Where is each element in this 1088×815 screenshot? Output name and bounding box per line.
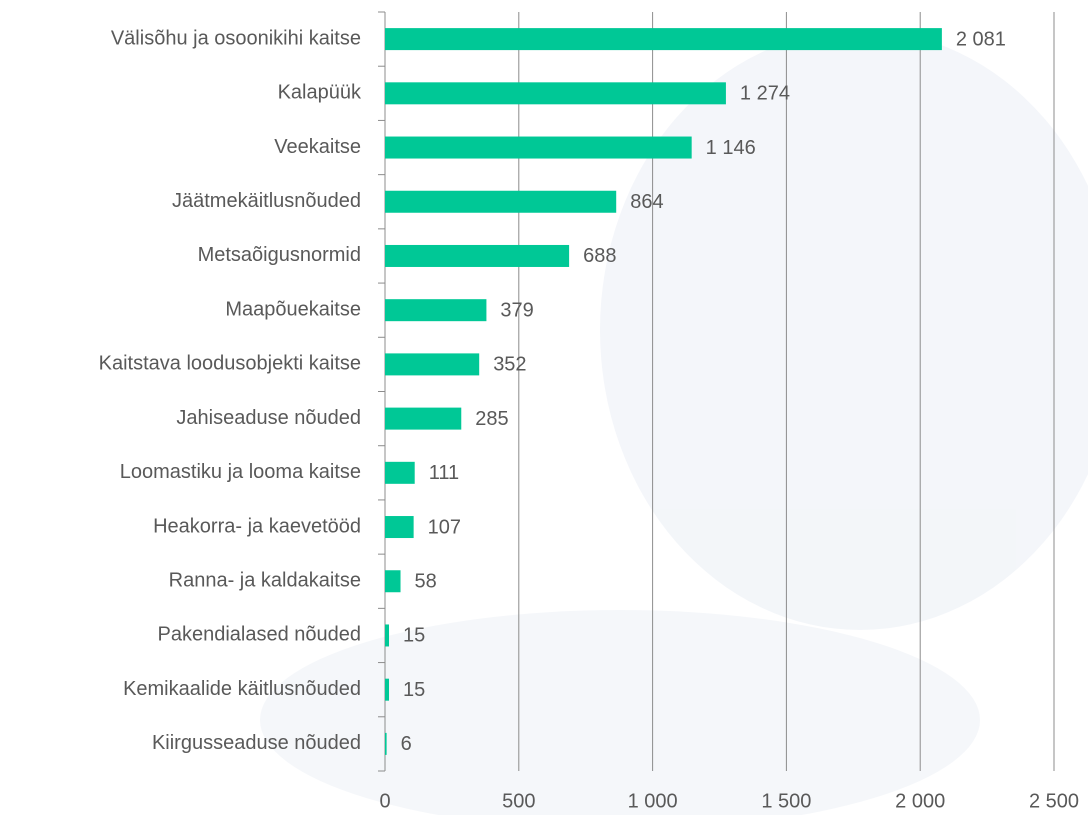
value-label: 58 — [415, 571, 437, 593]
y-tick-label: Loomastiku ja looma kaitse — [120, 461, 361, 483]
y-tick-label: Kiirgusseaduse nõuded — [152, 732, 361, 754]
y-tick-label: Kemikaalide käitlusnõuded — [123, 678, 361, 700]
bar — [385, 732, 387, 755]
bar — [385, 28, 942, 51]
y-tick-label: Veekaitse — [274, 136, 361, 158]
value-label: 1 274 — [740, 83, 790, 105]
value-label: 2 081 — [956, 28, 1006, 50]
bar — [385, 190, 617, 213]
y-tick-label: Maapõuekaitse — [225, 298, 361, 320]
bar — [385, 516, 414, 539]
value-label: 15 — [403, 625, 425, 647]
bg-shape — [260, 610, 980, 815]
bar — [385, 136, 692, 159]
bg-shape — [600, 30, 1088, 630]
bar — [385, 678, 390, 701]
bar — [385, 244, 570, 267]
value-label: 688 — [583, 245, 616, 267]
bar — [385, 407, 462, 430]
x-tick-label: 2 500 — [1029, 790, 1079, 812]
y-tick-label: Jäätmekäitlusnõuded — [172, 190, 361, 212]
y-tick-label: Pakendialased nõuded — [157, 624, 361, 646]
value-label: 1 146 — [706, 137, 756, 159]
y-tick-label: Ranna- ja kaldakaitse — [169, 570, 361, 592]
y-tick-label: Kaitstava loodusobjekti kaitse — [99, 353, 361, 375]
value-label: 285 — [475, 408, 508, 430]
y-tick-label: Heakorra- ja kaevetööd — [153, 515, 361, 537]
bar — [385, 570, 401, 593]
bar — [385, 624, 390, 647]
bar — [385, 299, 487, 322]
value-label: 379 — [500, 299, 533, 321]
x-tick-label: 500 — [502, 790, 535, 812]
bar — [385, 461, 415, 484]
x-tick-label: 0 — [379, 790, 390, 812]
bar — [385, 353, 480, 376]
value-label: 864 — [630, 191, 663, 213]
y-tick-label: Välisõhu ja osoonikihi kaitse — [111, 27, 361, 49]
background-decoration — [260, 30, 1088, 815]
x-tick-label: 2 000 — [895, 790, 945, 812]
y-tick-label: Kalapüük — [278, 82, 362, 104]
bar — [385, 82, 726, 105]
value-label: 352 — [493, 354, 526, 376]
value-label: 6 — [401, 733, 412, 755]
value-label: 15 — [403, 679, 425, 701]
x-tick-label: 1 500 — [761, 790, 811, 812]
value-label: 111 — [429, 462, 459, 484]
value-label: 107 — [428, 516, 461, 538]
y-tick-label: Jahiseaduse nõuded — [176, 407, 361, 429]
y-tick-label: Metsaõigusnormid — [198, 244, 361, 266]
x-tick-label: 1 000 — [628, 790, 678, 812]
